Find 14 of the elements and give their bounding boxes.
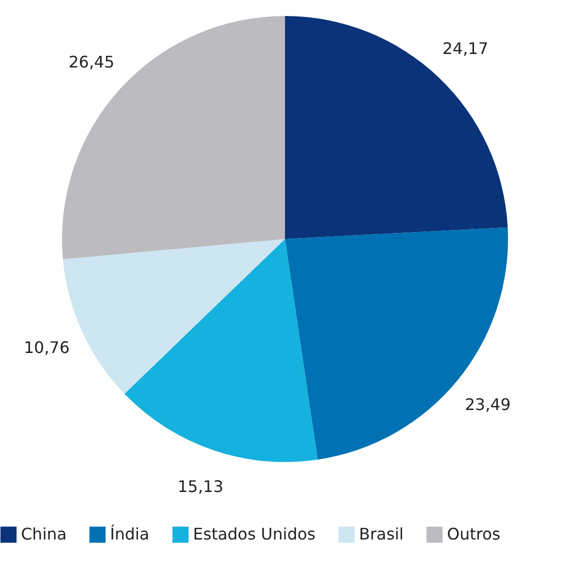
legend-label: Outros (447, 524, 500, 544)
data-label: 24,17 (442, 38, 488, 58)
legend-label: Índia (110, 524, 150, 544)
pie-slice (285, 227, 508, 460)
data-label: 15,13 (178, 477, 224, 496)
pie-slice (62, 16, 285, 260)
pie-slice (285, 16, 508, 239)
legend-label: Estados Unidos (193, 524, 316, 544)
legend-label: Brasil (359, 524, 404, 544)
data-label: 10,76 (24, 338, 70, 358)
legend-label: China (21, 524, 67, 544)
data-label: 23,49 (464, 394, 511, 414)
data-label: 26,45 (68, 52, 114, 72)
pie-slice (124, 239, 318, 462)
